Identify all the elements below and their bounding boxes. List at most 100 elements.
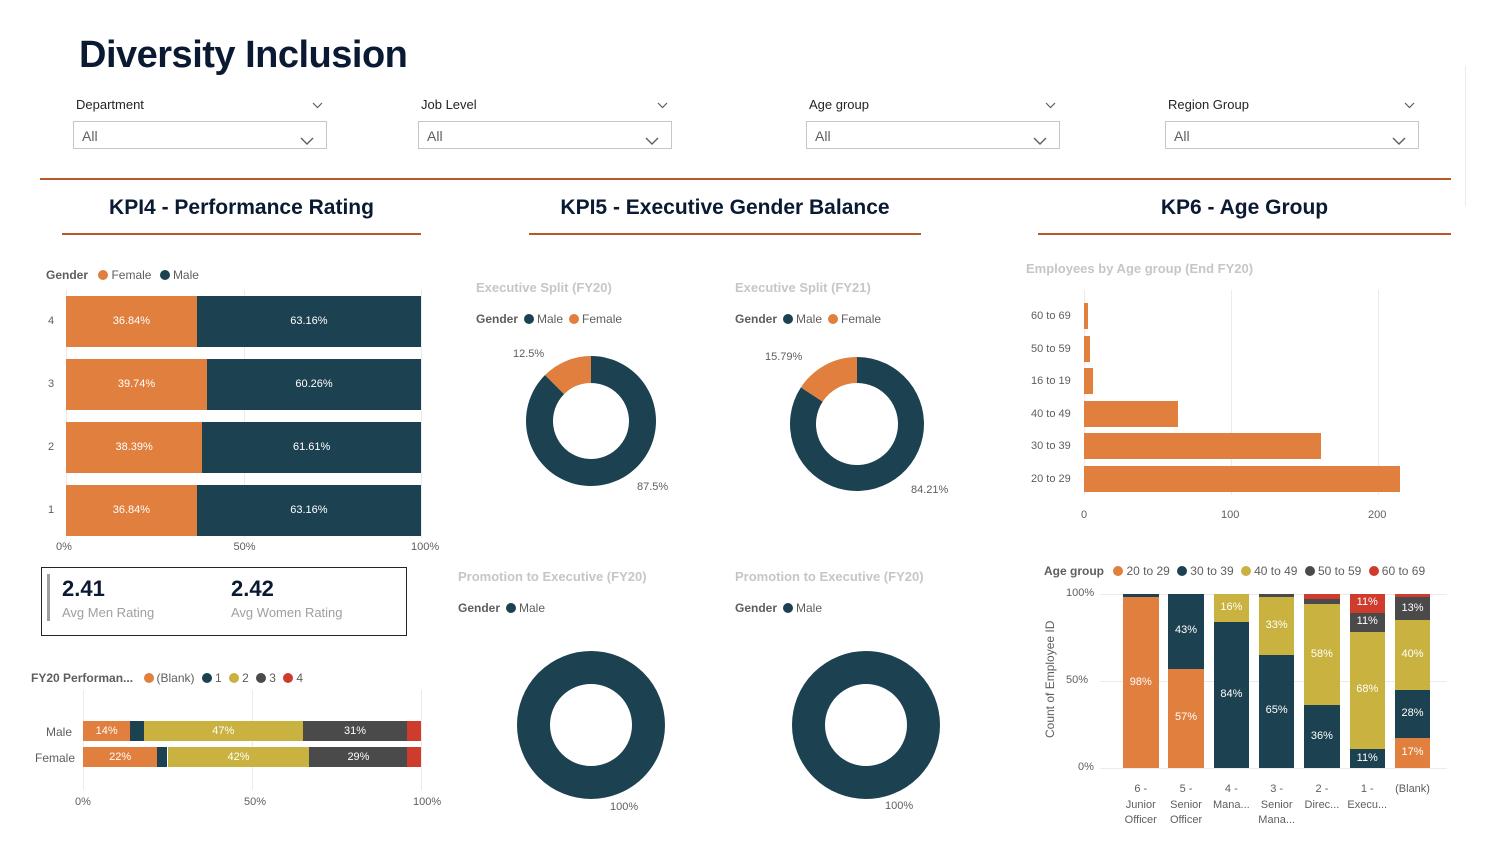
age-bar[interactable]	[1084, 400, 1179, 427]
donut-chart	[790, 357, 924, 491]
fy20-legend-2[interactable]: 2	[229, 671, 249, 685]
age-stack-segment[interactable]: 98%	[1123, 597, 1159, 768]
age-stack-segment[interactable]: 84%	[1213, 621, 1250, 768]
donut-slice-female[interactable]	[800, 357, 857, 402]
age-stack-segment[interactable]: 36%	[1304, 705, 1340, 768]
donut-legend-female[interactable]: Female	[828, 312, 881, 326]
donut-title: Promotion to Executive (FY20)	[735, 569, 924, 584]
age-stack-segment[interactable]: 33%	[1258, 597, 1295, 655]
age-stack-segment[interactable]: 16%	[1213, 594, 1250, 622]
age-legend-30-39[interactable]: 30 to 39	[1177, 564, 1234, 578]
age-bar[interactable]	[1084, 335, 1090, 362]
age-stack-ytick: 0%	[1078, 761, 1094, 773]
age-bar[interactable]	[1084, 303, 1089, 329]
region-group-dropdown[interactable]: All	[1165, 121, 1419, 149]
perf-bar-segment[interactable]: 36.84%	[66, 485, 197, 536]
age-stack-segment[interactable]: 11%	[1349, 594, 1385, 613]
age-stack-segment[interactable]: 43%	[1168, 594, 1204, 669]
donut-slice-female[interactable]	[545, 356, 591, 395]
age-stack-segment[interactable]: 57%	[1168, 668, 1204, 768]
fy20-bar-segment[interactable]	[407, 721, 421, 741]
fy20-bar-segment[interactable]	[407, 747, 421, 767]
age-group-filter-collapse-icon[interactable]	[1045, 96, 1056, 114]
age-legend-50-59[interactable]: 50 to 59	[1304, 564, 1361, 578]
age-stack-segment[interactable]: 68%	[1349, 631, 1385, 750]
age-bar[interactable]	[1084, 368, 1093, 395]
age-legend-40-49[interactable]: 40 to 49	[1241, 564, 1297, 578]
age-stack-segment[interactable]: 13%	[1394, 597, 1431, 621]
department-dropdown-value: All	[82, 128, 98, 144]
department-dropdown[interactable]: All	[73, 121, 327, 149]
age-stack-segment[interactable]: 11%	[1349, 749, 1385, 768]
scroll-divider	[1465, 66, 1466, 206]
fy20-legend-title: FY20 Performan...	[31, 671, 134, 685]
fy20-bar-segment[interactable]	[157, 747, 168, 767]
fy20-bar-segment[interactable]	[130, 721, 144, 741]
perf-bar-segment[interactable]: 63.16%	[196, 485, 421, 536]
perf-bar-segment[interactable]: 63.16%	[196, 296, 421, 347]
donut-slice-male[interactable]	[517, 651, 665, 799]
donut-legend-male[interactable]: Male	[506, 601, 545, 615]
age-stack-segment[interactable]	[1258, 594, 1295, 598]
age-stack-segment[interactable]: 65%	[1258, 654, 1295, 768]
region-group-filter-collapse-icon[interactable]	[1404, 96, 1415, 114]
fy20-legend-4[interactable]: 4	[283, 671, 303, 685]
job-level-filter-collapse-icon[interactable]	[657, 96, 668, 114]
donut-legend-male[interactable]: Male	[783, 601, 822, 615]
perf-bar-segment[interactable]: 60.26%	[207, 359, 421, 410]
donut-slice-male[interactable]	[792, 651, 940, 799]
department-filter-label: Department	[76, 97, 144, 112]
fy20-bar-segment[interactable]: 47%	[143, 721, 303, 741]
age-stack-category: 3 - Senior Mana...	[1251, 782, 1303, 829]
age-stack-label: 11%	[1356, 615, 1378, 628]
age-stack-segment[interactable]: 17%	[1394, 738, 1431, 768]
donut-legend-female[interactable]: Female	[569, 312, 622, 326]
age-bar[interactable]	[1084, 466, 1401, 492]
fy20-bar-label: 47%	[212, 725, 235, 737]
fy20-bar-segment[interactable]: 29%	[309, 747, 408, 767]
age-stack-segment[interactable]	[1394, 594, 1431, 598]
fy20-legend-3[interactable]: 3	[256, 671, 276, 685]
fy20-category-label: Male	[46, 725, 73, 739]
donut-slice-male[interactable]	[790, 357, 924, 491]
donut-title: Executive Split (FY21)	[735, 280, 871, 295]
perf-legend-male[interactable]: Male	[159, 268, 199, 282]
age-stack-label: 13%	[1401, 601, 1424, 614]
age-stack-category-line: 6 -	[1134, 783, 1148, 795]
job-level-dropdown[interactable]: All	[418, 121, 672, 149]
perf-bar-segment[interactable]: 38.39%	[66, 422, 203, 473]
fy20-axis-tick: 0%	[75, 796, 91, 808]
perf-bar-segment[interactable]: 39.74%	[66, 359, 208, 410]
fy20-bar-label: 14%	[95, 725, 118, 737]
age-stack-segment[interactable]: 40%	[1394, 620, 1431, 690]
age-stack-segment[interactable]: 58%	[1304, 604, 1340, 706]
age-stack-category-line: 2 -	[1315, 783, 1329, 795]
fy20-bar-segment[interactable]: 14%	[83, 721, 131, 741]
kpi4-underline	[62, 233, 421, 235]
age-legend-60-69[interactable]: 60 to 69	[1368, 564, 1425, 578]
fy20-bar-segment[interactable]: 22%	[83, 747, 158, 767]
age-legend-20-29[interactable]: 20 to 29	[1113, 564, 1170, 578]
age-group-dropdown[interactable]: All	[806, 121, 1060, 149]
donut-legend-male[interactable]: Male	[783, 312, 822, 326]
perf-bar-label: 63.16%	[290, 504, 328, 516]
perf-legend-female[interactable]: Female	[98, 268, 151, 282]
perf-bar-segment[interactable]: 61.61%	[202, 422, 421, 473]
age-group-dropdown-value: All	[815, 128, 831, 144]
donut-legend-title: Gender	[735, 601, 778, 615]
fy20-legend-1[interactable]: 1	[201, 671, 222, 685]
avg-rating-card: 2.41 Avg Men Rating 2.42 Avg Women Ratin…	[41, 567, 407, 636]
age-bar-tick: 100	[1221, 509, 1240, 521]
age-stack-segment[interactable]	[1304, 599, 1340, 605]
fy20-legend-blank[interactable]: (Blank)	[143, 671, 195, 685]
age-stack-segment[interactable]	[1304, 594, 1340, 600]
perf-bar-segment[interactable]: 36.84%	[66, 296, 197, 347]
fy20-bar-segment[interactable]: 42%	[167, 747, 310, 767]
age-stack-segment[interactable]	[1123, 594, 1159, 598]
age-bar[interactable]	[1084, 433, 1321, 460]
department-filter-collapse-icon[interactable]	[312, 96, 323, 114]
age-stack-segment[interactable]: 11%	[1349, 612, 1385, 632]
fy20-bar-segment[interactable]: 31%	[302, 721, 408, 741]
age-stack-segment[interactable]: 28%	[1394, 689, 1431, 739]
donut-legend-male[interactable]: Male	[524, 312, 563, 326]
